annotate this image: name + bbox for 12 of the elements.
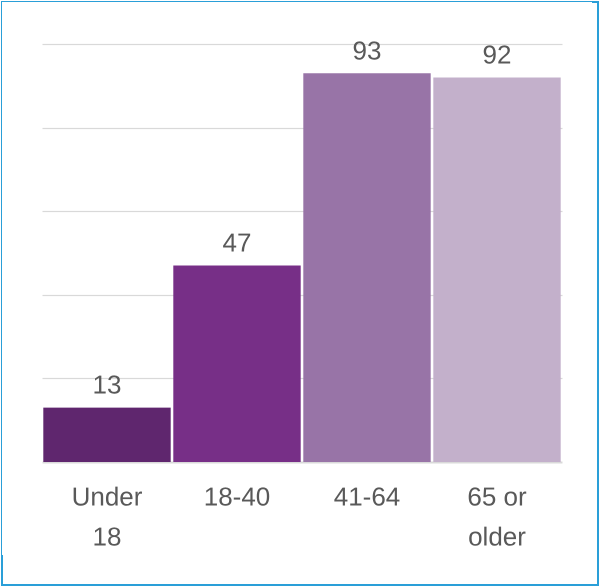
data-label: 92: [482, 39, 512, 70]
bar: [303, 73, 431, 462]
data-label: 13: [92, 370, 122, 400]
data-label: 47: [222, 228, 252, 258]
x-tick-label: Under 18: [72, 482, 143, 552]
x-tick-label: 18-40: [204, 482, 270, 512]
bar: [43, 408, 171, 462]
x-tick-label: 41-64: [334, 482, 400, 512]
bar: [173, 266, 301, 462]
data-label: 93: [352, 35, 382, 66]
x-tick-label: 65 or older: [467, 482, 527, 552]
bar: [433, 77, 561, 462]
